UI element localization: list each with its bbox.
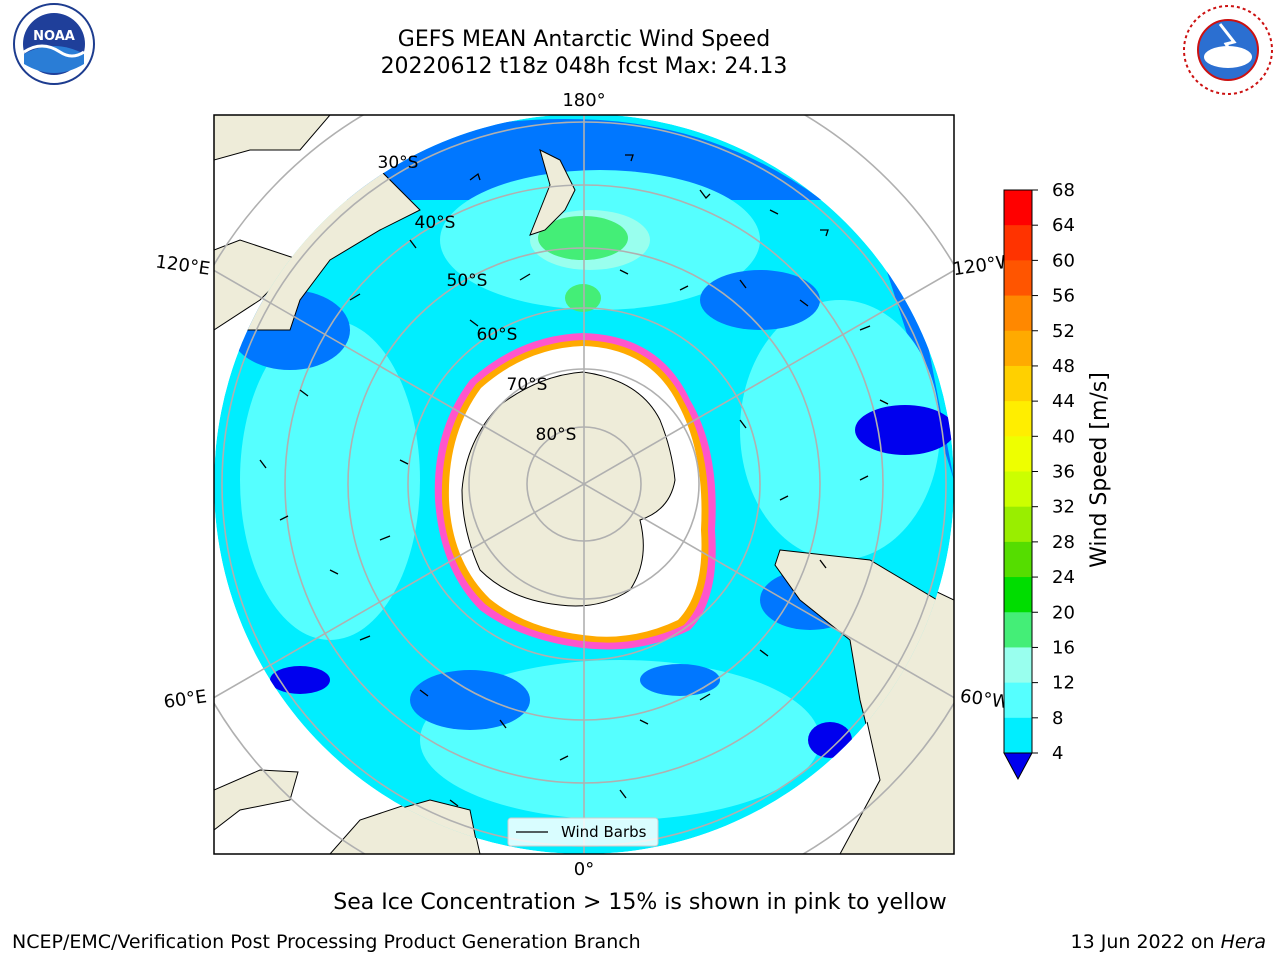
colorbar-tick-label: 48	[1052, 356, 1075, 377]
colorbar-tick-label: 32	[1052, 497, 1075, 518]
colorbar-tick-label: 68	[1052, 180, 1075, 201]
colorbar: 68 64 60 56 52 48 44 40 36 32 28 24 20 16 12 8 4	[1003, 180, 1075, 781]
colorbar-tick-label: 8	[1052, 708, 1063, 729]
map-frame	[213, 114, 955, 855]
colorbar-segment	[1004, 365, 1032, 402]
colorbar-tick-label: 60	[1052, 250, 1075, 271]
colorbar-extend-arrow	[1003, 752, 1033, 781]
footer-date: 13 Jun 2022 on Hera	[1071, 931, 1266, 953]
colorbar-segment	[1004, 577, 1032, 613]
colorbar-segment	[1004, 682, 1032, 719]
colorbar-segment	[1004, 190, 1032, 226]
wind-barbs	[259, 154, 889, 807]
colorbar-tick-label: 44	[1052, 391, 1075, 412]
colorbar-tick-label: 52	[1052, 321, 1075, 342]
colorbar-segment	[1004, 471, 1032, 508]
lat-label-80s: 80°S	[536, 425, 577, 445]
barb-legend	[507, 817, 659, 847]
lon-label-120e: 120°E	[154, 251, 211, 279]
colorbar-label: Wind Speed [m/s]	[1087, 372, 1112, 568]
sea-ice-caption: Sea Ice Concentration > 15% is shown in …	[333, 890, 947, 915]
colorbar-tick-label: 20	[1052, 602, 1075, 623]
colorbar-tick-label: 56	[1052, 286, 1075, 307]
lon-label-180: 180°	[562, 90, 605, 111]
lat-label-30s: 30°S	[378, 153, 419, 173]
chart-subtitle: 20220612 t18z 048h fcst Max: 24.13	[380, 54, 788, 79]
lon-label-60e: 60°E	[162, 686, 208, 713]
nws-logo	[1183, 5, 1273, 95]
colorbar-segment	[1004, 541, 1032, 578]
colorbar-segment	[1004, 260, 1032, 297]
barb-legend-label: Wind Barbs	[561, 823, 647, 841]
lat-label-60s: 60°S	[477, 325, 518, 345]
colorbar-segment	[1004, 717, 1032, 754]
colorbar-segment	[1004, 330, 1032, 367]
lat-label-70s: 70°S	[507, 375, 548, 395]
footer-date-text: 13 Jun 2022 on	[1070, 931, 1221, 953]
colorbar-tick-label: 4	[1052, 743, 1063, 764]
lat-label-50s: 50°S	[447, 271, 488, 291]
colorbar-segment	[1004, 647, 1032, 684]
lon-label-60w: 60°W	[959, 686, 1011, 714]
lon-label-0: 0°	[574, 859, 594, 880]
colorbar-tick-label: 16	[1052, 637, 1075, 658]
noaa-logo-text: NOAA	[33, 29, 75, 44]
colorbar-tick-label: 28	[1052, 532, 1075, 553]
footer-credit: NCEP/EMC/Verification Post Processing Pr…	[12, 931, 641, 953]
colorbar-tick-label: 64	[1052, 215, 1075, 236]
colorbar-tick-label: 24	[1052, 567, 1075, 588]
lat-label-40s: 40°S	[415, 213, 456, 233]
colorbar-segment	[1004, 436, 1032, 472]
colorbar-tick-label: 12	[1052, 673, 1075, 694]
colorbar-tick-label: 36	[1052, 462, 1075, 483]
chart-title: GEFS MEAN Antarctic Wind Speed	[397, 27, 771, 52]
colorbar-segment	[1004, 295, 1032, 332]
noaa-logo: NOAA	[13, 3, 95, 85]
colorbar-segment	[1004, 225, 1032, 261]
colorbar-segment	[1004, 506, 1032, 543]
graticule	[214, 115, 954, 854]
colorbar-segment	[1004, 401, 1032, 437]
map-panel: Wind Barbs	[214, 115, 954, 854]
colorbar-tick-label: 40	[1052, 426, 1075, 447]
colorbar-segment	[1004, 612, 1032, 648]
footer-host: Hera	[1220, 931, 1266, 953]
